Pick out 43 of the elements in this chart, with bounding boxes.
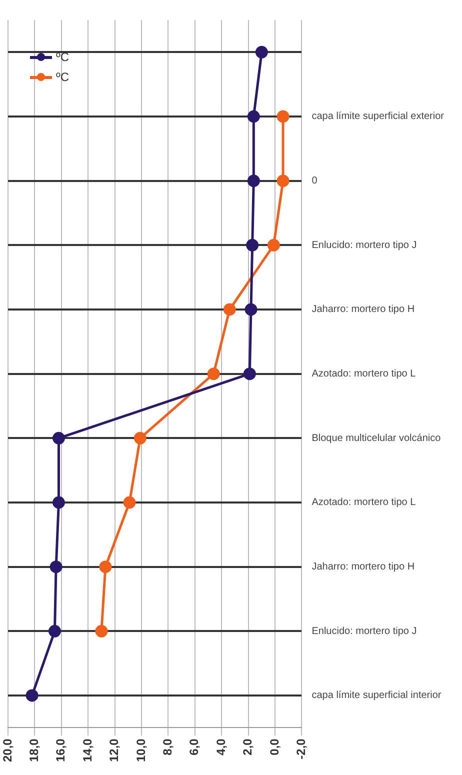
- point: [243, 368, 256, 380]
- point: [134, 432, 146, 444]
- point: [247, 110, 260, 123]
- x-tick-label: 18,0: [27, 738, 42, 762]
- point: [48, 624, 61, 638]
- point: [99, 560, 112, 574]
- point: [246, 238, 259, 252]
- x-tick-label: 16,0: [54, 738, 68, 762]
- point: [50, 560, 62, 574]
- y-tick-label: 0: [312, 176, 318, 187]
- y-tick-label: Jaharro: mortero tipo H: [312, 304, 415, 316]
- point: [267, 238, 280, 252]
- x-tick-label: 12,0: [107, 738, 122, 762]
- x-tick-label: 4,0: [214, 738, 228, 756]
- point: [123, 496, 136, 509]
- x-tick-label: 0,0: [267, 738, 282, 756]
- y-tick-label: capa límite superficial exterior: [312, 111, 445, 122]
- x-tick-label: 14,0: [80, 738, 94, 762]
- point: [52, 496, 65, 509]
- x-tick-label: 20,0: [0, 738, 14, 762]
- point: [255, 46, 268, 58]
- point: [244, 303, 258, 316]
- x-tick-label: -2,0: [294, 738, 308, 760]
- x-tick-label: 10,0: [134, 738, 148, 762]
- point: [276, 110, 290, 123]
- y-tick-label: capa límite superficial interior: [312, 690, 442, 702]
- point: [26, 689, 38, 702]
- point: [276, 174, 290, 188]
- point: [247, 174, 260, 188]
- x-tick-label: 2,0: [240, 738, 255, 756]
- y-tick-label: Azotado: mortero tipo L: [312, 497, 416, 508]
- y-tick-label: Azotado: mortero tipo L: [312, 368, 416, 380]
- y-tick-label: Bloque multicelular volcánico: [312, 432, 442, 444]
- point: [95, 624, 108, 638]
- point: [52, 432, 65, 444]
- y-tick-label: Enlucido: mortero tipo J: [312, 240, 417, 251]
- y-tick-label: Enlucido: mortero tipo J: [312, 626, 417, 637]
- point: [223, 303, 236, 316]
- legend-label: ºC: [56, 70, 70, 84]
- x-tick-label: 8,0: [160, 738, 175, 756]
- x-tick-label: 6,0: [187, 738, 202, 756]
- y-tick-label: Jaharro: mortero tipo H: [312, 562, 415, 573]
- point: [207, 368, 220, 380]
